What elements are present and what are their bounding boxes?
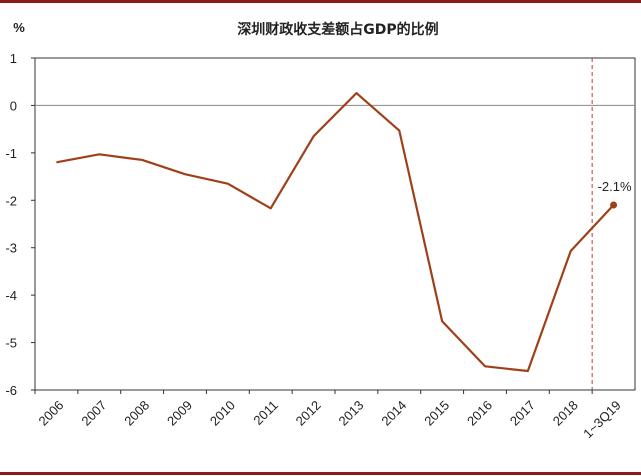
plot-area-frame — [34, 57, 636, 391]
y-unit-label: % — [13, 20, 25, 35]
x-tick-label: 2008 — [121, 398, 152, 429]
x-tick-label: 1~3Q19 — [580, 398, 624, 442]
x-tick-label: 2011 — [250, 398, 280, 428]
series-line — [56, 91, 615, 373]
y-tick-label: -3 — [5, 241, 17, 256]
y-tick-label: -2 — [5, 193, 17, 208]
y-tick-label: -5 — [5, 336, 17, 351]
x-tick-label: 2016 — [464, 398, 495, 429]
last-value-label: -2.1% — [598, 179, 632, 194]
data-points — [56, 92, 618, 372]
x-tick-label: 2013 — [335, 398, 366, 429]
x-axis: 2006 2007 2008 2009 2010 2011 2012 2013 2014 2015… — [34, 390, 624, 442]
x-tick-label: 2015 — [421, 398, 452, 429]
data-point — [610, 201, 618, 209]
top-border — [0, 0, 641, 3]
y-tick-label: 1 — [10, 51, 17, 66]
bottom-border — [0, 472, 641, 475]
y-tick-label: -4 — [5, 288, 17, 303]
x-tick-label: 2014 — [378, 398, 409, 429]
x-tick-label: 2017 — [507, 398, 538, 429]
x-tick-label: 2018 — [550, 398, 581, 429]
x-tick-label: 2009 — [164, 398, 195, 429]
y-axis: 1 0 -1 -2 -3 -4 -5 -6 — [5, 51, 35, 398]
x-tick-label: 2010 — [207, 398, 238, 429]
chart-title: 深圳财政收支差额占GDP的比例 — [237, 21, 438, 38]
x-tick-label: 2006 — [35, 398, 66, 429]
y-tick-label: -6 — [5, 383, 17, 398]
y-tick-label: 0 — [10, 98, 17, 113]
y-tick-label: -1 — [5, 146, 17, 161]
x-tick-label: 2007 — [78, 398, 109, 429]
x-tick-label: 2012 — [293, 398, 324, 429]
